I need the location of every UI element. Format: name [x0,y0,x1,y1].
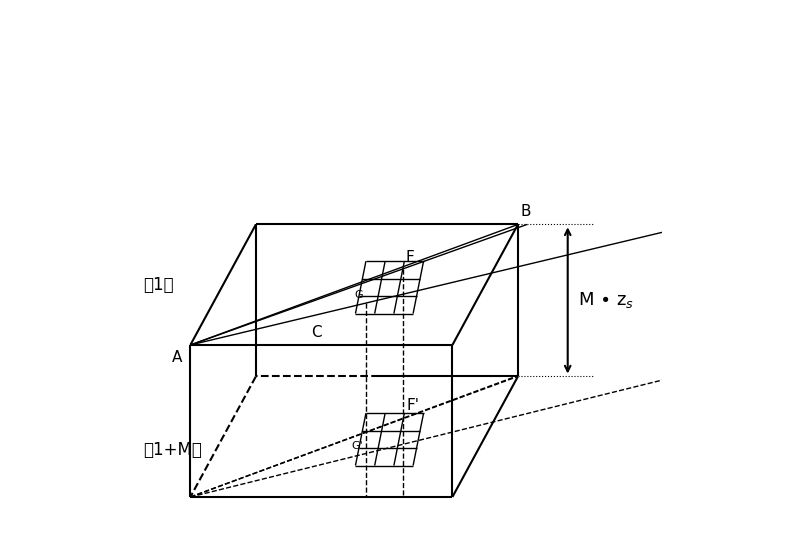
Text: 第1帧: 第1帧 [143,275,174,294]
Text: F': F' [407,398,420,413]
Text: G': G' [351,441,363,451]
Text: A: A [172,350,182,365]
Text: M $\bullet$ z$_s$: M $\bullet$ z$_s$ [578,291,634,310]
Text: F: F [406,250,414,265]
Text: 第1+M帧: 第1+M帧 [143,441,202,459]
Text: C: C [310,325,322,340]
Text: B: B [521,204,531,219]
Text: G: G [354,291,363,300]
